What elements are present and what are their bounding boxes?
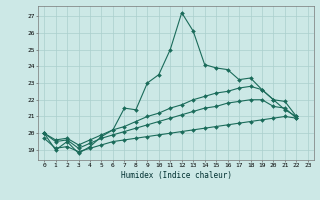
X-axis label: Humidex (Indice chaleur): Humidex (Indice chaleur) (121, 171, 231, 180)
